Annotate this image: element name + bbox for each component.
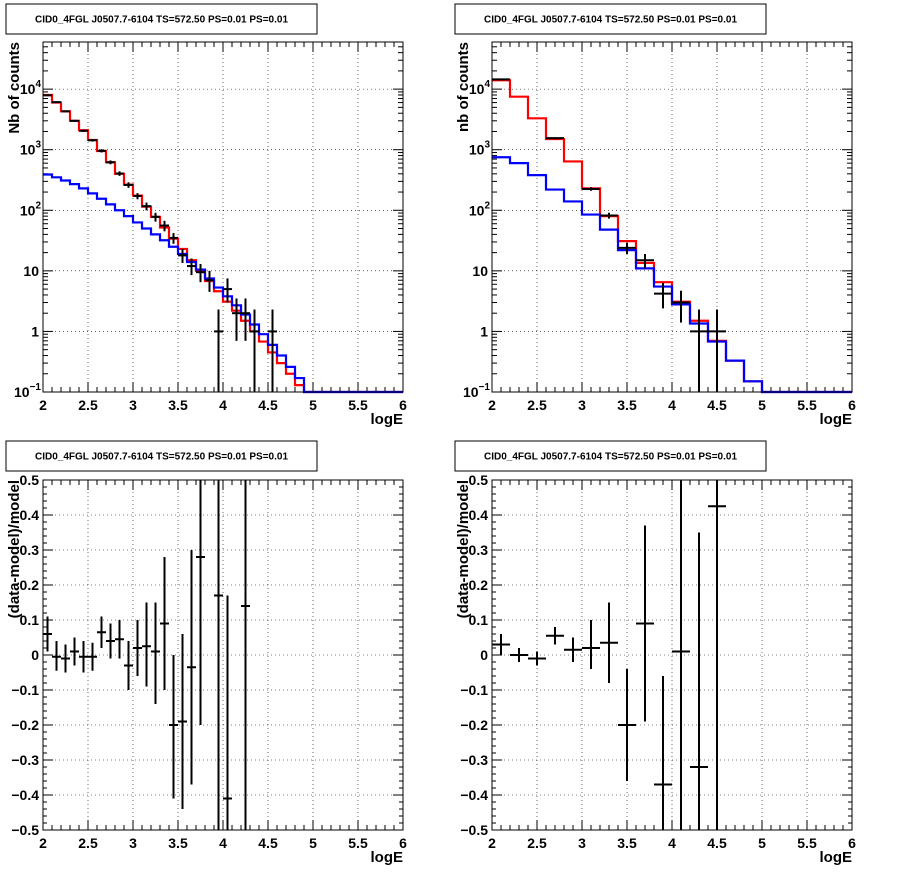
- x-tick-label: 4.5: [707, 835, 727, 851]
- x-tick-label: 3: [578, 835, 586, 851]
- x-tick-label: 2: [488, 835, 496, 851]
- chart-panel-bottom-right: CID0_4FGL J0507.7-6104 TS=572.50 PS=0.01…: [454, 440, 856, 866]
- y-tick-label: 0.2: [20, 577, 40, 593]
- y-tick-label: 10: [472, 263, 488, 279]
- title-box: [5, 440, 318, 472]
- y-tick-label: 102: [20, 200, 42, 218]
- y-tick-label: 0: [31, 647, 39, 663]
- x-tick-label: 6: [399, 397, 407, 413]
- y-tick-label: 0: [480, 647, 488, 663]
- x-tick-label: 3.5: [168, 397, 188, 413]
- y-axis-label: Nb of counts: [6, 42, 23, 134]
- x-tick-label: 5.5: [797, 835, 817, 851]
- x-tick-label: 3.5: [617, 835, 637, 851]
- y-axis-label: (data-model)/model: [455, 480, 472, 618]
- y-tick-label: −0.2: [11, 717, 39, 733]
- y-axis-label: nb of counts: [455, 42, 472, 132]
- x-tick-label: 3: [129, 835, 137, 851]
- plot-frame: [491, 479, 853, 831]
- x-tick-label: 6: [848, 397, 856, 413]
- y-tick-label: 0.1: [469, 612, 489, 628]
- title-box: [5, 3, 318, 35]
- y-tick-label: 0.5: [469, 472, 489, 488]
- chart-panel-top-left: CID0_4FGL J0507.7-6104 TS=572.50 PS=0.01…: [5, 3, 407, 428]
- x-axis-label: logE: [820, 411, 853, 428]
- y-tick-label: 102: [469, 200, 491, 218]
- x-axis-label: logE: [371, 849, 404, 866]
- y-tick-label: −0.1: [460, 682, 488, 698]
- y-tick-label: 103: [469, 140, 491, 158]
- x-tick-label: 4: [668, 397, 676, 413]
- title-box: [454, 3, 767, 35]
- series-line-1: [492, 156, 852, 394]
- y-tick-label: −0.5: [11, 822, 39, 838]
- y-tick-label: 0.4: [469, 507, 489, 523]
- x-tick-label: 4.5: [258, 835, 278, 851]
- x-tick-label: 6: [848, 835, 856, 851]
- y-tick-label: 1: [480, 323, 488, 339]
- x-tick-label: 4.5: [707, 397, 727, 413]
- x-tick-label: 2.5: [527, 397, 547, 413]
- x-tick-label: 2: [39, 397, 47, 413]
- y-tick-label: 10: [23, 263, 39, 279]
- x-tick-label: 4: [219, 397, 227, 413]
- chart-title: CID0_4FGL J0507.7-6104 TS=572.50 PS=0.01…: [484, 452, 737, 463]
- chart-title: CID0_4FGL J0507.7-6104 TS=572.50 PS=0.01…: [484, 15, 737, 26]
- chart-title: CID0_4FGL J0507.7-6104 TS=572.50 PS=0.01…: [35, 15, 288, 26]
- chart-title: CID0_4FGL J0507.7-6104 TS=572.50 PS=0.01…: [35, 452, 288, 463]
- plot-frame: [42, 41, 404, 393]
- x-tick-label: 5: [758, 835, 766, 851]
- y-tick-label: 104: [20, 79, 42, 97]
- x-tick-label: 3: [129, 397, 137, 413]
- y-tick-label: 1: [31, 323, 39, 339]
- y-tick-label: 10−1: [463, 382, 490, 400]
- series-line-0: [492, 79, 852, 394]
- y-tick-label: −0.4: [460, 787, 488, 803]
- y-tick-label: −0.3: [460, 752, 488, 768]
- series-line-1: [43, 173, 403, 394]
- x-tick-label: 5.5: [348, 397, 368, 413]
- x-tick-label: 5: [309, 835, 317, 851]
- y-tick-label: −0.4: [11, 787, 39, 803]
- y-tick-label: 0.1: [20, 612, 40, 628]
- x-axis-label: logE: [371, 411, 404, 428]
- x-tick-label: 2.5: [78, 397, 98, 413]
- x-tick-label: 3.5: [168, 835, 188, 851]
- x-tick-label: 5: [309, 397, 317, 413]
- y-tick-label: 0.5: [20, 472, 40, 488]
- y-tick-label: −0.5: [460, 822, 488, 838]
- x-tick-label: 4: [219, 835, 227, 851]
- y-tick-label: 0.3: [469, 542, 489, 558]
- x-tick-label: 5.5: [348, 835, 368, 851]
- y-tick-label: 0.4: [20, 507, 40, 523]
- y-axis-label: (data-model)/model: [6, 480, 23, 618]
- plot-frame: [42, 479, 404, 831]
- title-box: [454, 440, 767, 472]
- y-tick-label: 103: [20, 140, 42, 158]
- x-axis-label: logE: [820, 849, 853, 866]
- plot-frame: [491, 41, 853, 393]
- x-tick-label: 5.5: [797, 397, 817, 413]
- y-tick-label: −0.3: [11, 752, 39, 768]
- x-tick-label: 2.5: [78, 835, 98, 851]
- chart-panel-top-right: CID0_4FGL J0507.7-6104 TS=572.50 PS=0.01…: [454, 3, 856, 428]
- y-tick-label: 104: [469, 79, 491, 97]
- x-tick-label: 5: [758, 397, 766, 413]
- x-tick-label: 2: [39, 835, 47, 851]
- x-tick-label: 2.5: [527, 835, 547, 851]
- y-tick-label: 10−1: [14, 382, 41, 400]
- y-tick-label: 0.2: [469, 577, 489, 593]
- x-tick-label: 6: [399, 835, 407, 851]
- chart-panel-bottom-left: CID0_4FGL J0507.7-6104 TS=572.50 PS=0.01…: [5, 440, 407, 866]
- x-tick-label: 2: [488, 397, 496, 413]
- y-tick-label: −0.1: [11, 682, 39, 698]
- x-tick-label: 4: [668, 835, 676, 851]
- y-tick-label: 0.3: [20, 542, 40, 558]
- x-tick-label: 4.5: [258, 397, 278, 413]
- y-tick-label: −0.2: [460, 717, 488, 733]
- x-tick-label: 3.5: [617, 397, 637, 413]
- x-tick-label: 3: [578, 397, 586, 413]
